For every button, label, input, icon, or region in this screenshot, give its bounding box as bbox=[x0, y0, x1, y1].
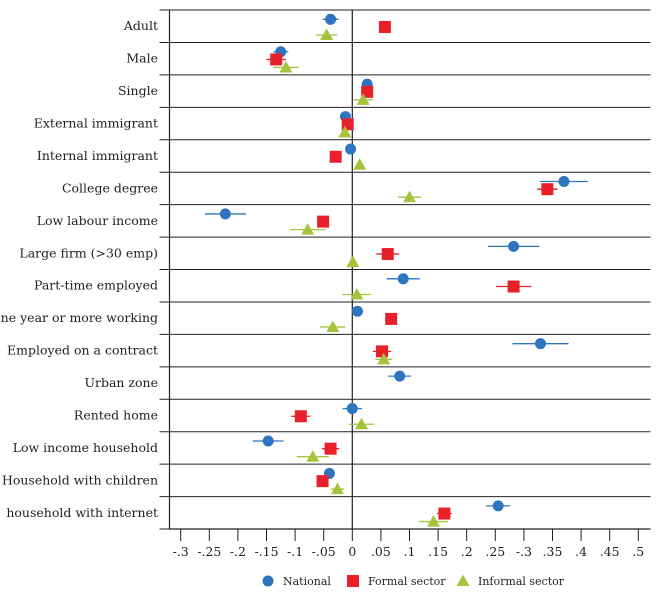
category-label: Household with children bbox=[2, 472, 158, 487]
legend-label-informal-sector: Informal sector bbox=[478, 575, 565, 588]
category-label: Single bbox=[118, 83, 158, 98]
point-national bbox=[325, 13, 337, 25]
point-national bbox=[394, 370, 406, 382]
x-tick-label: .4 bbox=[575, 544, 587, 559]
point-formal-sector bbox=[438, 507, 451, 520]
point-formal-sector bbox=[324, 442, 337, 455]
x-tick-label: -.1 bbox=[287, 544, 303, 559]
category-label: Low income household bbox=[13, 440, 158, 455]
legend-marker-formal-sector bbox=[347, 575, 359, 587]
category-label: External immigrant bbox=[34, 116, 158, 131]
point-informal-sector bbox=[350, 288, 364, 300]
x-tick-label: .5 bbox=[632, 544, 644, 559]
point-national bbox=[219, 208, 231, 220]
point-informal-sector bbox=[320, 28, 334, 40]
point-formal-sector bbox=[317, 215, 330, 228]
x-tick-label: -.15 bbox=[254, 544, 278, 559]
point-formal-sector bbox=[270, 53, 283, 66]
point-formal-sector bbox=[385, 312, 398, 325]
point-national bbox=[262, 435, 274, 447]
point-formal-sector bbox=[294, 410, 307, 423]
point-national bbox=[345, 143, 357, 155]
point-informal-sector bbox=[377, 352, 391, 365]
x-tick-label: .2 bbox=[461, 544, 473, 559]
x-tick-label: -.05 bbox=[312, 544, 336, 559]
x-tick-label: -.25 bbox=[197, 544, 221, 559]
point-national bbox=[508, 240, 520, 252]
legend-marker-national bbox=[262, 575, 274, 587]
x-tick-label: -.3 bbox=[173, 544, 189, 559]
category-label: Urban zone bbox=[84, 375, 158, 390]
x-tick-label: .45 bbox=[600, 544, 620, 559]
point-informal-sector bbox=[279, 60, 293, 73]
point-informal-sector bbox=[403, 190, 416, 203]
x-tick-label: .25 bbox=[485, 544, 505, 559]
point-national bbox=[534, 338, 546, 350]
point-formal-sector bbox=[376, 345, 389, 358]
category-label: Rented home bbox=[74, 407, 158, 422]
point-formal-sector bbox=[541, 183, 554, 196]
point-informal-sector bbox=[326, 320, 340, 332]
x-tick-label: -.3 bbox=[516, 544, 532, 559]
category-label: Male bbox=[126, 51, 158, 66]
category-label: Employed on a contract bbox=[7, 343, 158, 358]
point-informal-sector bbox=[354, 417, 368, 430]
x-tick-label: .1 bbox=[404, 544, 416, 559]
category-label: Adult bbox=[123, 18, 158, 33]
point-national bbox=[397, 273, 409, 285]
category-label: One year or more working bbox=[0, 310, 158, 325]
legend-marker-informal-sector bbox=[456, 574, 470, 586]
point-national bbox=[492, 500, 504, 512]
category-label: Part-time employed bbox=[34, 278, 158, 293]
category-label: Low labour income bbox=[37, 213, 158, 228]
point-informal-sector bbox=[353, 158, 367, 170]
point-formal-sector bbox=[316, 475, 329, 488]
legend-label-formal-sector: Formal sector bbox=[368, 575, 446, 588]
category-label: Internal immigrant bbox=[37, 148, 158, 163]
legend-label-national: National bbox=[283, 575, 331, 588]
point-informal-sector bbox=[338, 125, 352, 138]
x-tick-label: 0 bbox=[348, 544, 356, 559]
point-informal-sector bbox=[356, 93, 370, 105]
x-tick-label: .35 bbox=[543, 544, 563, 559]
x-tick-label: .15 bbox=[428, 544, 448, 559]
point-national bbox=[351, 305, 363, 317]
category-label: household with internet bbox=[6, 505, 158, 520]
point-national bbox=[558, 175, 570, 187]
category-label: College degree bbox=[62, 180, 158, 195]
point-informal-sector bbox=[301, 223, 315, 235]
point-formal-sector bbox=[329, 150, 342, 163]
x-tick-label: -.2 bbox=[230, 544, 246, 559]
point-formal-sector bbox=[378, 21, 391, 33]
point-informal-sector bbox=[346, 255, 360, 268]
category-label: Large firm (>30 emp) bbox=[19, 245, 158, 260]
point-informal-sector bbox=[306, 450, 320, 462]
x-tick-label: .05 bbox=[371, 544, 391, 559]
point-formal-sector bbox=[507, 280, 520, 293]
point-informal-sector bbox=[330, 482, 344, 495]
point-formal-sector bbox=[381, 248, 394, 261]
point-national bbox=[346, 403, 358, 415]
point-formal-sector bbox=[361, 85, 374, 98]
point-informal-sector bbox=[427, 515, 441, 527]
